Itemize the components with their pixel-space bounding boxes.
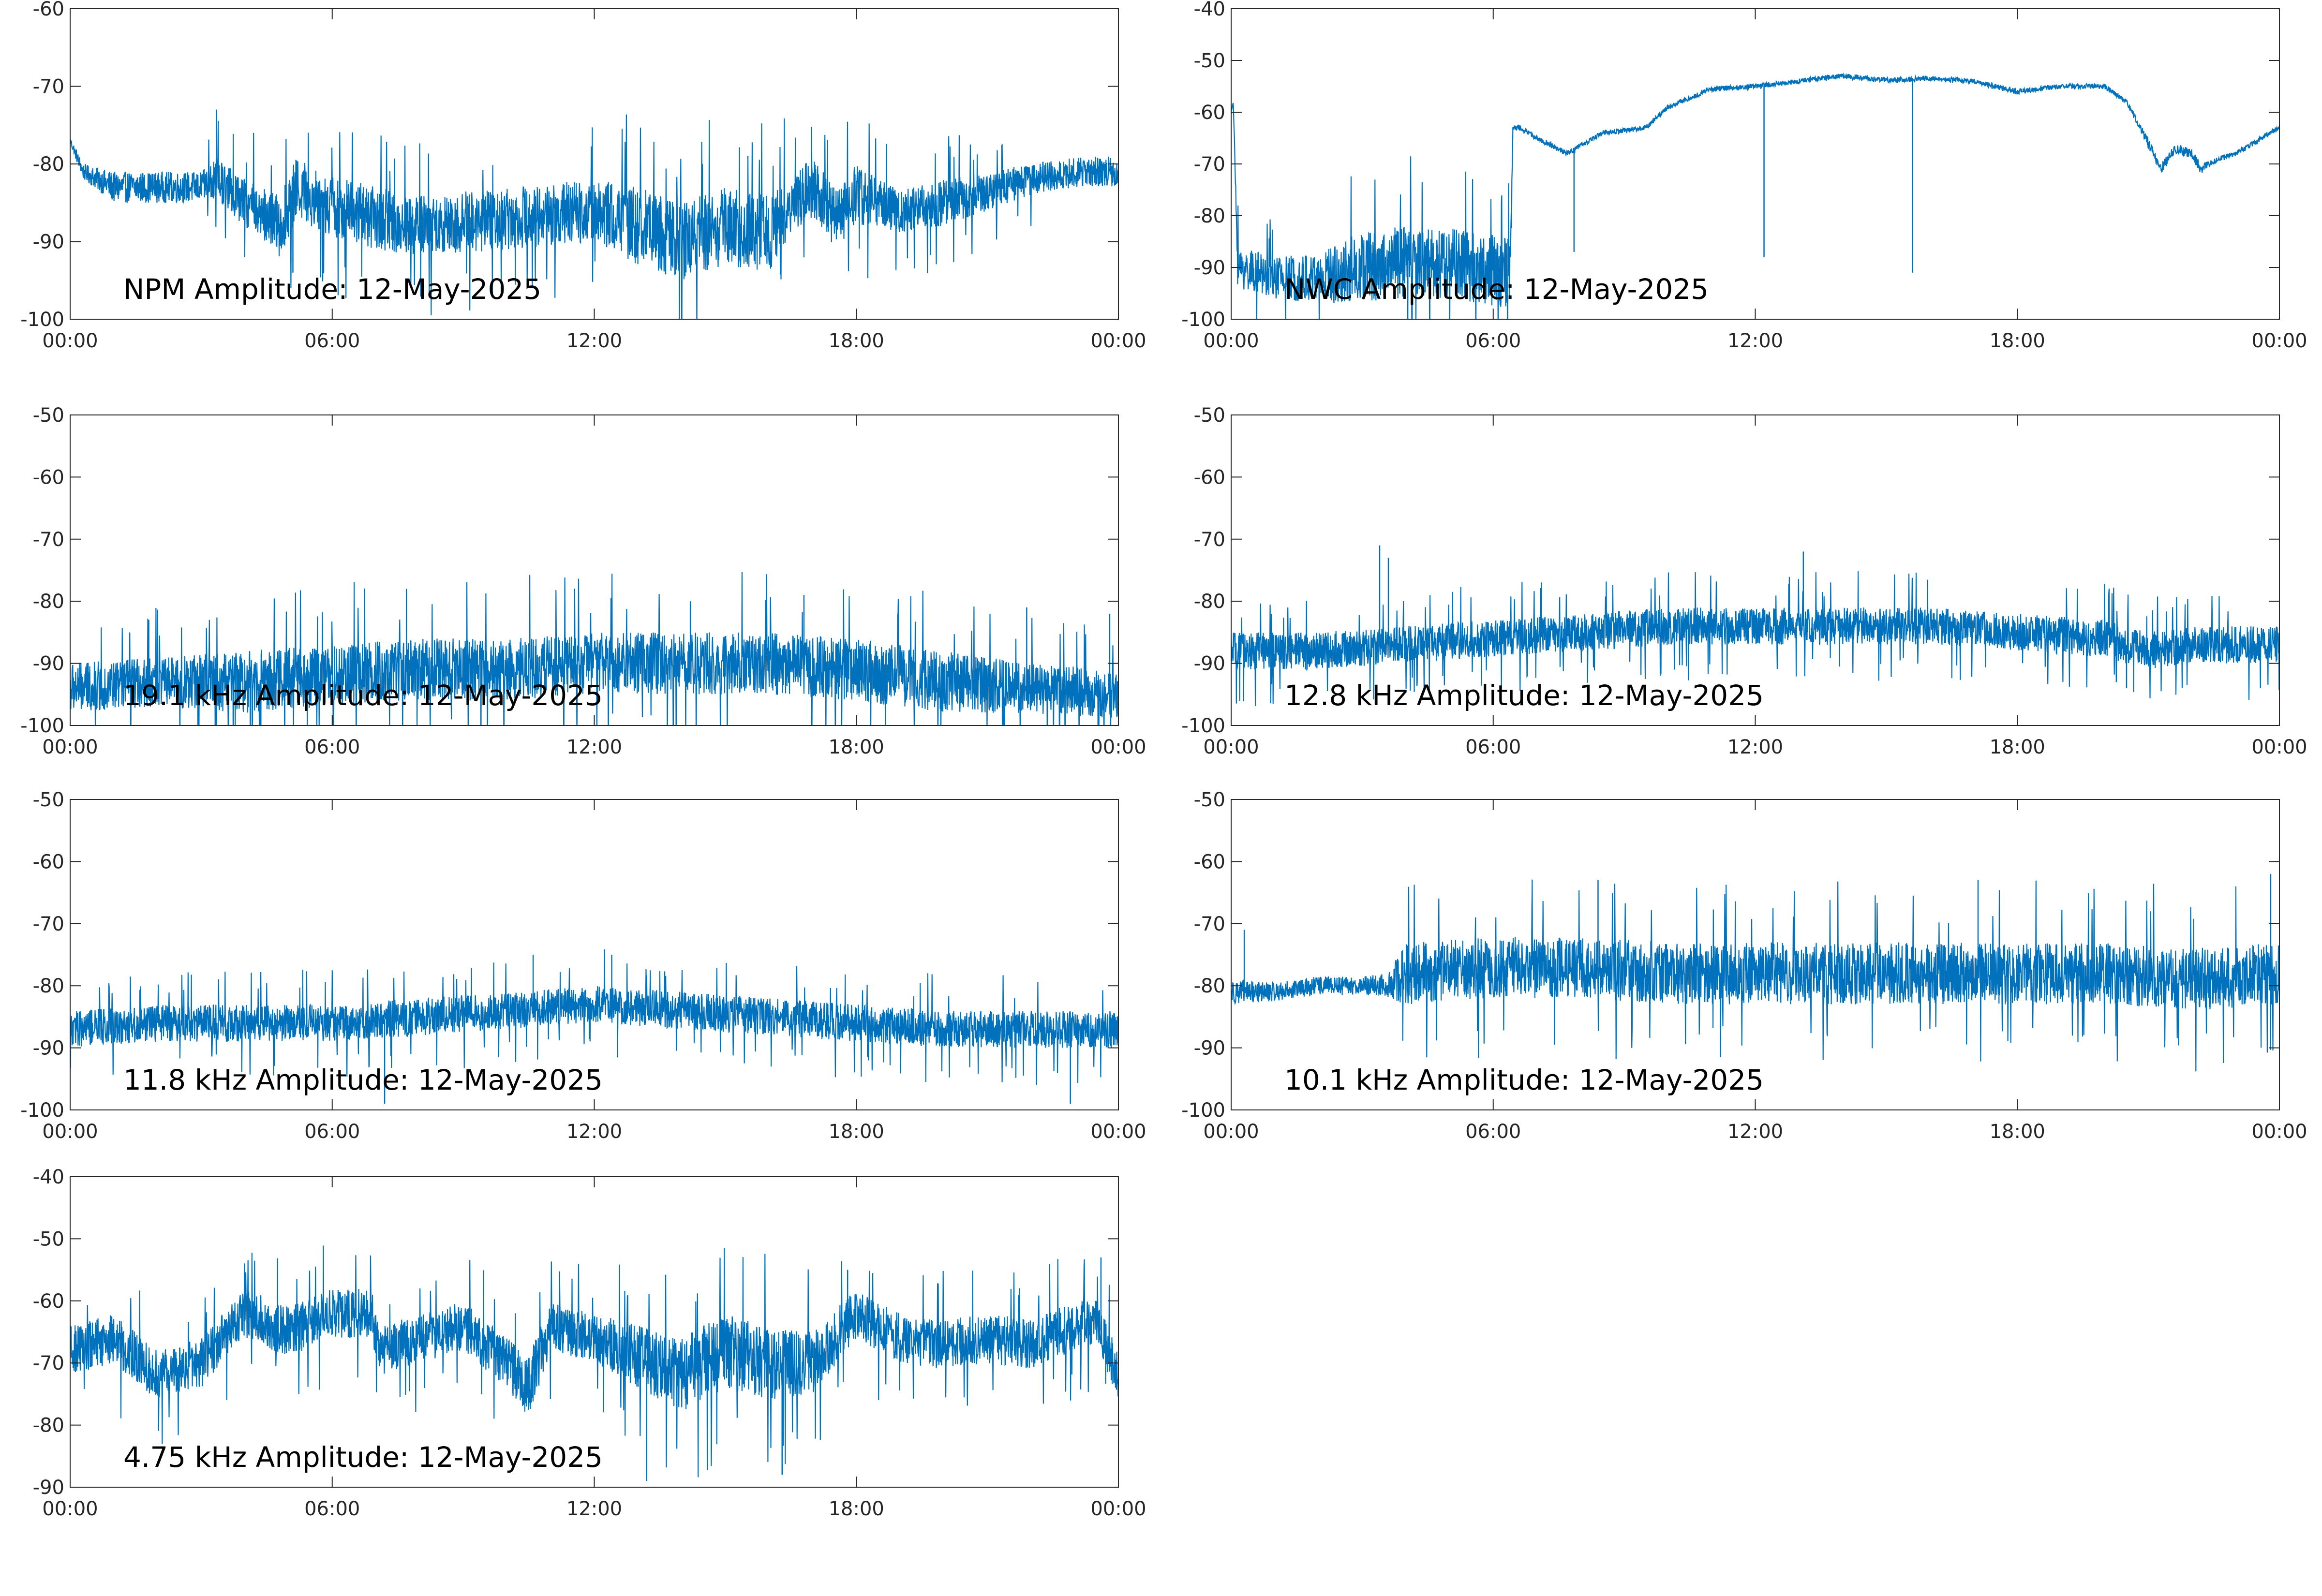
x-tick-label: 00:00 — [2251, 736, 2307, 758]
chart-panel-19-1-khz: -100 -90 -80 -70 -60 -50 00:00 06:00 12:00 18:00 0… — [20, 406, 1146, 758]
data-line-series — [70, 1245, 1118, 1478]
y-tick-label: -90 — [1194, 257, 1225, 279]
chart-annotation: 4.75 kHz Amplitude: 12-May-2025 — [123, 1441, 603, 1474]
data-line-series — [1231, 571, 2279, 706]
y-tick-label: -70 — [1194, 913, 1225, 935]
chart-panel-12-8-khz: -100 -90 -80 -70 -60 -50 00:00 06:00 12:00 18:00 0… — [1181, 406, 2307, 758]
chart-annotation: NWC Amplitude: 12-May-2025 — [1284, 273, 1709, 306]
chart-annotation: 12.8 kHz Amplitude: 12-May-2025 — [1284, 679, 1764, 712]
y-tick-label: -90 — [33, 1037, 64, 1060]
x-tick-label: 18:00 — [829, 330, 884, 352]
y-tick-label: -50 — [1194, 406, 1225, 427]
y-tick-label: -50 — [33, 1228, 64, 1250]
data-line-series — [70, 949, 1118, 1085]
y-tick-label: -50 — [1194, 791, 1225, 811]
chart-panel-10-1-khz: -100 -90 -80 -70 -60 -50 00:00 06:00 12:00 18:00 0… — [1181, 791, 2307, 1143]
chart-panel-4-75-khz: -90 -80 -70 -60 -50 -40 00:00 06:00 12:00 18:00 00… — [33, 1168, 1146, 1520]
x-tick-label: 00:00 — [1203, 1121, 1259, 1143]
y-tick-label: -70 — [33, 1352, 64, 1374]
chart-annotation: NPM Amplitude: 12-May-2025 — [123, 273, 541, 306]
x-tick-label: 00:00 — [1203, 330, 1259, 352]
chart-panel-npm: -100 -90 -80 -70 -60 00:00 06:00 12:00 18:00 00:0… — [20, 0, 1146, 352]
y-tick-label: -50 — [1194, 50, 1225, 72]
x-tick-label: 06:00 — [304, 1121, 360, 1143]
y-tick-label: -90 — [1194, 1037, 1225, 1060]
x-tick-label: 06:00 — [304, 736, 360, 758]
y-tick-label: -100 — [1181, 1099, 1225, 1122]
x-tick-label: 00:00 — [42, 330, 98, 352]
y-tick-label: -80 — [33, 591, 64, 613]
x-tick-label: 00:00 — [2251, 330, 2307, 352]
y-tick-label: -100 — [20, 715, 64, 737]
data-line-series — [1231, 72, 2279, 319]
chart-panel-11-8-khz: -100 -90 -80 -70 -60 -50 00:00 06:00 12:00 18:00 0… — [20, 791, 1146, 1143]
x-tick-label: 00:00 — [1090, 736, 1146, 758]
x-tick-label: 12:00 — [1727, 1121, 1783, 1143]
x-tick-label: 00:00 — [42, 1498, 98, 1520]
y-tick-label: -60 — [33, 466, 64, 488]
x-tick-label: 06:00 — [1465, 1121, 1521, 1143]
x-tick-label: 00:00 — [1090, 330, 1146, 352]
x-tick-label: 00:00 — [42, 736, 98, 758]
y-tick-label: -80 — [1194, 591, 1225, 613]
x-tick-label: 12:00 — [566, 330, 622, 352]
x-tick-label: 06:00 — [304, 330, 360, 352]
y-tick-label: -70 — [33, 913, 64, 935]
y-tick-label: -90 — [1194, 653, 1225, 675]
y-tick-label: -70 — [1194, 529, 1225, 551]
data-line-series — [1231, 879, 2279, 1072]
x-tick-label: 18:00 — [829, 1121, 884, 1143]
x-tick-label: 12:00 — [1727, 736, 1783, 758]
x-tick-label: 18:00 — [829, 1498, 884, 1520]
y-tick-label: -100 — [20, 309, 64, 331]
y-tick-label: -60 — [33, 0, 64, 20]
y-tick-label: -40 — [33, 1168, 64, 1188]
x-tick-label: 18:00 — [1990, 1121, 2045, 1143]
y-tick-label: -100 — [1181, 715, 1225, 737]
y-tick-label: -60 — [1194, 851, 1225, 873]
chart-annotation: 10.1 kHz Amplitude: 12-May-2025 — [1284, 1064, 1764, 1096]
y-tick-label: -80 — [33, 1415, 64, 1437]
x-tick-label: 00:00 — [1203, 736, 1259, 758]
y-tick-label: -60 — [33, 1290, 64, 1313]
x-tick-label: 06:00 — [1465, 736, 1521, 758]
y-tick-label: -90 — [33, 231, 64, 253]
y-tick-label: -50 — [33, 406, 64, 427]
y-tick-label: -80 — [33, 153, 64, 176]
x-tick-label: 18:00 — [1990, 330, 2045, 352]
y-tick-label: -80 — [33, 975, 64, 997]
x-tick-label: 18:00 — [1990, 736, 2045, 758]
chart-annotation: 19.1 kHz Amplitude: 12-May-2025 — [123, 679, 603, 712]
y-tick-label: -100 — [1181, 309, 1225, 331]
y-tick-label: -60 — [1194, 466, 1225, 488]
y-tick-label: -70 — [1194, 153, 1225, 176]
data-line-series — [70, 572, 1118, 725]
x-tick-label: 12:00 — [566, 1121, 622, 1143]
x-tick-label: 00:00 — [1090, 1498, 1146, 1520]
x-tick-label: 12:00 — [566, 1498, 622, 1520]
y-tick-label: -50 — [33, 791, 64, 811]
y-tick-label: -60 — [33, 851, 64, 873]
y-tick-label: -70 — [33, 76, 64, 98]
x-tick-label: 12:00 — [1727, 330, 1783, 352]
chart-annotation: 11.8 kHz Amplitude: 12-May-2025 — [123, 1064, 603, 1096]
x-tick-label: 06:00 — [1465, 330, 1521, 352]
x-tick-label: 18:00 — [829, 736, 884, 758]
y-tick-label: -80 — [1194, 205, 1225, 227]
x-tick-label: 00:00 — [42, 1121, 98, 1143]
y-tick-label: -40 — [1194, 0, 1225, 20]
chart-panel-nwc: -100 -90 -80 -70 -60 -50 -40 00:00 06:00 12:00 18:… — [1181, 0, 2307, 352]
y-tick-label: -80 — [1194, 975, 1225, 997]
y-tick-label: -90 — [33, 653, 64, 675]
y-tick-label: -60 — [1194, 102, 1225, 124]
x-tick-label: 06:00 — [304, 1498, 360, 1520]
data-line-series — [70, 114, 1118, 319]
x-tick-label: 00:00 — [2251, 1121, 2307, 1143]
y-tick-label: -70 — [33, 529, 64, 551]
y-tick-label: -90 — [33, 1477, 64, 1499]
y-tick-label: -100 — [20, 1099, 64, 1122]
x-tick-label: 00:00 — [1090, 1121, 1146, 1143]
x-tick-label: 12:00 — [566, 736, 622, 758]
